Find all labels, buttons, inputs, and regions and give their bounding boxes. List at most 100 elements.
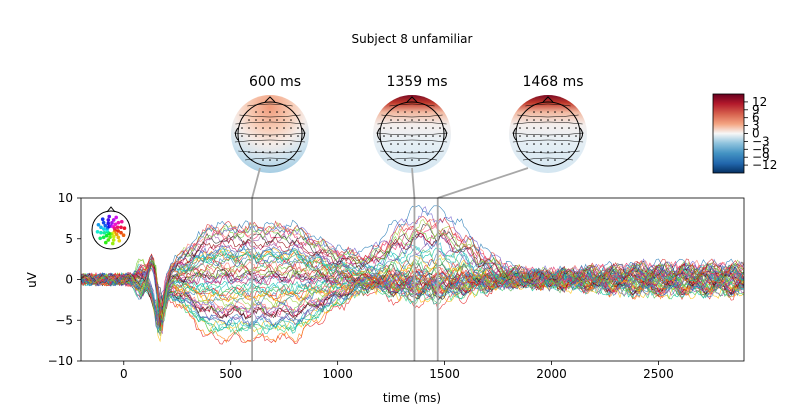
contour-line [387,157,437,161]
sensor-dot [418,135,420,137]
sensor-dot [404,135,406,137]
sensor-dot [283,127,285,129]
topomap-field [231,95,309,173]
sensor-dot [526,135,528,137]
sensor-dot [390,135,392,137]
nose-outline [406,96,418,103]
colorbar-tick-label: −12 [752,158,777,172]
sensor-dot [547,127,549,129]
sensor-dot [397,127,399,129]
inset-sensor-dot [99,230,103,235]
sensor-dot [418,127,420,129]
sensor-dot [262,111,264,113]
contour-line [381,114,443,118]
contour-line [513,121,583,125]
sensor-dot [519,135,521,137]
channel-trace [81,264,744,331]
sensor-dot [540,119,542,121]
contour-line [235,121,305,125]
sensor-dot [390,151,392,153]
time-marker-connectors [251,167,529,199]
sensor-dot [439,135,441,137]
topomap-field [509,95,587,173]
topomap: 1468 ms [509,74,587,173]
inset-sensor-dot [102,230,107,235]
right-ear [443,127,447,141]
sensor-dot [262,159,264,161]
colorbar-tick-label: −6 [752,142,770,156]
sensor-dot [418,119,420,121]
sensor-dot [554,119,556,121]
sensor-dot [526,127,528,129]
inset-sensor-dot [106,221,111,226]
channel-trace [81,273,744,345]
sensor-dot [276,135,278,137]
channel-trace [81,205,744,313]
figure-title: Subject 8 unfamiliar [352,32,473,46]
sensor-dot [425,127,427,129]
sensor-dot [404,151,406,153]
sensor-dot [248,127,250,129]
sensor-dot [425,119,427,121]
inset-sensor-dot [119,230,123,235]
inset-sensor-dot [115,225,120,230]
sensor-dot [540,135,542,137]
channel-trace [81,254,744,316]
sensor-layout-inset [91,206,131,250]
sensor-dot [255,143,257,145]
sensor-dot [262,135,264,137]
sensor-dot [404,159,406,161]
sensor-dot [283,151,285,153]
sensor-dot [432,151,434,153]
sensor-dot [547,159,549,161]
y-tick-label: −10 [48,354,73,368]
inset-sensor-dot [122,226,127,231]
sensor-dot [248,143,250,145]
sensor-dot [432,143,434,145]
inset-sensor-dot [95,229,100,234]
x-tick-label: 2500 [643,367,674,381]
y-tick-label: 5 [65,232,73,246]
channel-trace [81,249,744,316]
sensor-dot [276,151,278,153]
connector-line [437,167,529,199]
right-ear [301,127,305,141]
sensor-dot [283,111,285,113]
connector-line [411,167,416,199]
sensor-dot [554,135,556,137]
sensor-dot [269,119,271,121]
sensor-dot [404,111,406,113]
sensor-dot [432,119,434,121]
channel-trace [81,272,744,327]
sensor-dot [290,119,292,121]
channel-trace [81,232,744,315]
sensor-dot [269,135,271,137]
inset-sensor-dot [100,217,105,222]
sensor-dot [397,151,399,153]
contour-line [523,157,573,161]
time-marker-lines [251,198,439,361]
x-axis-ticks: 0 500 1000 1500 2000 2500 [120,361,674,381]
topomap: 1359 ms [373,74,451,173]
inset-sensor-dot [116,220,121,225]
topomap-field [373,95,451,173]
sensor-dot [297,135,299,137]
sensor-dot [425,143,427,145]
sensor-dot [269,143,271,145]
inset-sensor-dot [107,214,112,219]
contour-line [377,121,447,125]
channel-trace [81,206,744,300]
contour-line [389,103,435,107]
sensor-dot [575,127,577,129]
sensor-dot [269,111,271,113]
nose-outline [542,96,554,103]
sensor-dot [554,143,556,145]
sensor-dot [297,127,299,129]
sensor-dot [283,143,285,145]
sensor-dot [540,159,542,161]
sensor-dot [526,143,528,145]
y-tick-label: −5 [55,313,73,327]
left-ear [513,127,517,141]
